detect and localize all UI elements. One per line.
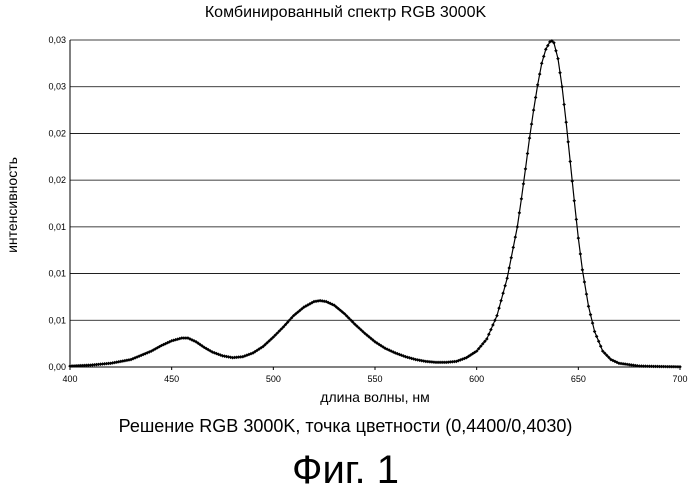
x-tick-labels: 400 450 500 550 600 650 700 xyxy=(62,374,687,384)
data-point xyxy=(491,323,495,327)
data-point xyxy=(495,314,499,318)
data-point xyxy=(538,72,542,76)
data-point xyxy=(540,62,544,66)
chart-caption: Решение RGB 3000K, точка цветности (0,44… xyxy=(0,416,691,437)
data-point xyxy=(507,266,511,270)
data-point xyxy=(526,152,530,156)
x-axis-label: длина волны, нм xyxy=(70,389,680,405)
data-point xyxy=(558,71,562,75)
data-point xyxy=(497,306,501,310)
data-point xyxy=(505,276,509,280)
data-point xyxy=(534,96,538,100)
data-point xyxy=(595,335,599,339)
y-tick-label: 0,03 xyxy=(48,82,66,92)
spectrum-series-line xyxy=(70,41,680,367)
data-point xyxy=(524,167,528,171)
y-tick-labels: 0,00 0,01 0,01 0,01 0,02 0,02 0,03 0,03 xyxy=(48,35,66,372)
data-point xyxy=(516,225,520,229)
x-tick-label: 400 xyxy=(62,374,77,384)
data-point xyxy=(585,292,589,296)
data-point xyxy=(566,140,570,144)
data-point xyxy=(581,268,585,272)
data-point xyxy=(597,340,601,344)
data-point xyxy=(509,256,513,260)
y-tick-label: 0,02 xyxy=(48,128,66,138)
data-point xyxy=(514,235,518,239)
data-point xyxy=(562,103,566,107)
data-point xyxy=(522,182,526,186)
data-point xyxy=(493,318,497,322)
data-point xyxy=(532,108,536,112)
data-point xyxy=(593,330,597,334)
x-tick-label: 650 xyxy=(571,374,586,384)
y-axis-label: интенсивность xyxy=(4,157,20,253)
x-tick-label: 600 xyxy=(469,374,484,384)
data-point xyxy=(499,299,503,303)
y-tick-label: 0,03 xyxy=(48,35,66,45)
data-point xyxy=(564,120,568,124)
data-point xyxy=(678,365,682,369)
x-tick-label: 500 xyxy=(266,374,281,384)
data-point xyxy=(554,49,558,53)
data-point xyxy=(587,304,591,308)
data-point xyxy=(487,333,491,337)
figure-label: Фиг. 1 xyxy=(0,448,691,493)
data-point xyxy=(536,83,540,87)
data-point xyxy=(556,57,560,61)
data-point xyxy=(511,246,515,250)
grid-lines xyxy=(70,40,680,367)
data-point xyxy=(568,160,572,164)
data-point xyxy=(583,280,587,284)
spectrum-series-points xyxy=(68,39,682,368)
data-point xyxy=(501,291,505,295)
data-point xyxy=(503,284,507,288)
data-point xyxy=(577,236,581,240)
y-tick-label: 0,02 xyxy=(48,175,66,185)
y-tick-label: 0,01 xyxy=(48,269,66,279)
data-point xyxy=(560,85,564,89)
data-point xyxy=(530,122,534,126)
x-tick-label: 550 xyxy=(367,374,382,384)
y-tick-label: 0,00 xyxy=(48,362,66,372)
data-point xyxy=(542,55,546,59)
data-point xyxy=(572,199,576,203)
data-point xyxy=(599,344,603,348)
y-tick-label: 0,01 xyxy=(48,315,66,325)
x-tick-label: 700 xyxy=(672,374,687,384)
data-point xyxy=(489,328,493,332)
data-point xyxy=(518,211,522,215)
x-tick-label: 450 xyxy=(164,374,179,384)
data-point xyxy=(528,136,532,140)
data-point xyxy=(579,252,583,256)
data-point xyxy=(591,321,595,325)
data-point xyxy=(520,197,524,201)
data-point xyxy=(575,218,579,222)
data-point xyxy=(589,313,593,317)
y-tick-label: 0,01 xyxy=(48,222,66,232)
